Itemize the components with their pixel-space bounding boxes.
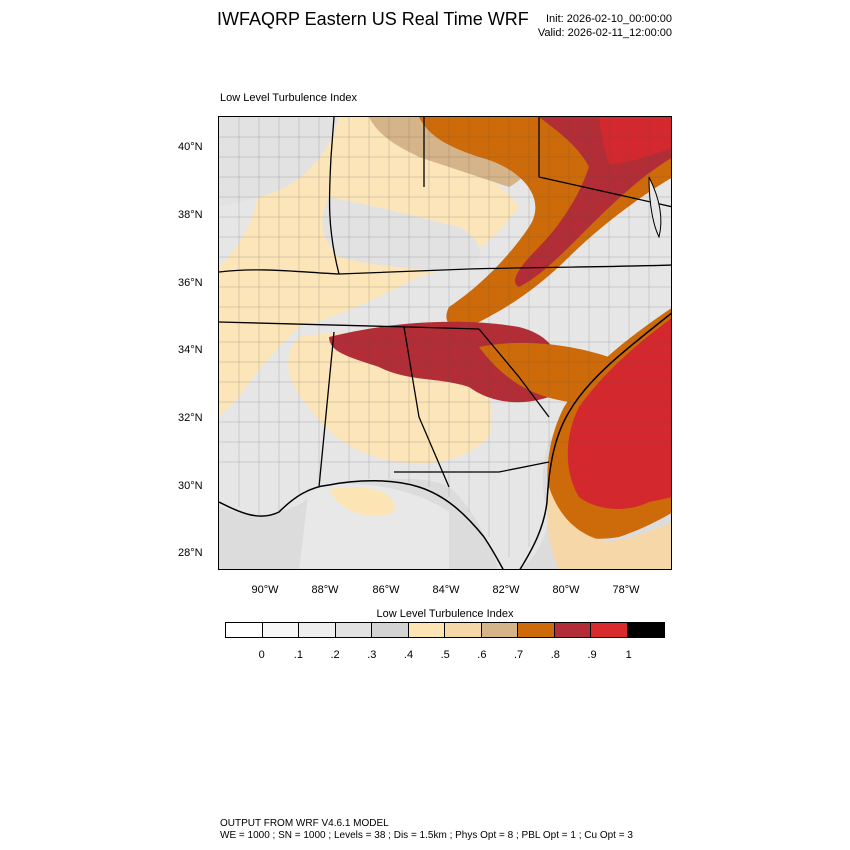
colorbar-cell (226, 623, 263, 637)
colorbar-tick-label: .7 (514, 649, 524, 661)
lon-label: 84°W (432, 584, 460, 596)
colorbar (225, 622, 666, 638)
lon-label: 88°W (311, 584, 339, 596)
gulf-turbulence-patch (329, 487, 395, 516)
lon-label: 82°W (492, 584, 520, 596)
plot-title: IWFAQRP Eastern US Real Time WRF (217, 9, 529, 29)
colorbar-tick-label: .4 (403, 649, 414, 661)
colorbar-cell (591, 623, 628, 637)
lon-label: 90°W (251, 584, 279, 596)
lat-label: 28°N (178, 547, 203, 559)
colorbar-cell (481, 623, 519, 637)
lon-label: 78°W (612, 584, 640, 596)
map-subtitle: Low Level Turbulence Index (220, 92, 357, 104)
county-borders (219, 117, 671, 557)
colorbar-cell (262, 623, 300, 637)
colorbar-cell (299, 623, 336, 637)
footer-line-1: OUTPUT FROM WRF V4.6.1 MODEL (220, 818, 389, 829)
colorbar-cell (627, 623, 665, 637)
coastline (219, 312, 671, 569)
atlantic-max-zone (567, 318, 671, 509)
lat-label: 30°N (178, 480, 203, 492)
colorbar-tick-label: 0 (258, 649, 265, 661)
footer-line-2: WE = 1000 ; SN = 1000 ; Levels = 38 ; Di… (220, 830, 633, 841)
colorbar-cell (335, 623, 373, 637)
colorbar-cell (445, 623, 482, 637)
init-time: Init: 2026-02-10_00:00:00 (546, 13, 672, 25)
lat-label: 36°N (178, 277, 203, 289)
lat-label: 38°N (178, 209, 203, 221)
gulf-shading (299, 483, 449, 569)
low-zone-kentucky (322, 197, 480, 269)
valid-time: Valid: 2026-02-11_12:00:00 (537, 27, 672, 39)
coastal-fringe (547, 487, 671, 569)
lon-label: 86°W (372, 584, 400, 596)
turbulence-map[interactable] (218, 116, 672, 570)
colorbar-tick-label: .6 (477, 649, 487, 661)
colorbar-tick-label: 1 (625, 649, 632, 661)
colorbar-cell (372, 623, 409, 637)
colorbar-cell (408, 623, 446, 637)
colorbar-title: Low Level Turbulence Index (376, 608, 514, 620)
lat-label: 32°N (178, 412, 203, 424)
chesapeake-bay (648, 176, 662, 239)
colorbar-tick-label: .3 (367, 649, 377, 661)
colorbar-cell (518, 623, 555, 637)
init-valid-times: Init: 2026-02-10_00:00:00 Valid: 2026-02… (538, 12, 672, 40)
colorbar-tick-label: .8 (550, 649, 560, 661)
colorbar-tick-label: .2 (330, 649, 340, 661)
map-canvas (219, 117, 671, 569)
colorbar-cell (554, 623, 592, 637)
ridge-max-zone (599, 117, 671, 165)
lat-label: 34°N (178, 344, 203, 356)
colorbar-tick-label: .9 (587, 649, 597, 661)
colorbar-tick-label: .5 (440, 649, 450, 661)
colorbar-tick-label: .1 (293, 649, 303, 661)
model-footer: OUTPUT FROM WRF V4.6.1 MODEL WE = 1000 ;… (220, 818, 633, 842)
lat-label: 40°N (178, 141, 203, 153)
lon-label: 80°W (552, 584, 580, 596)
